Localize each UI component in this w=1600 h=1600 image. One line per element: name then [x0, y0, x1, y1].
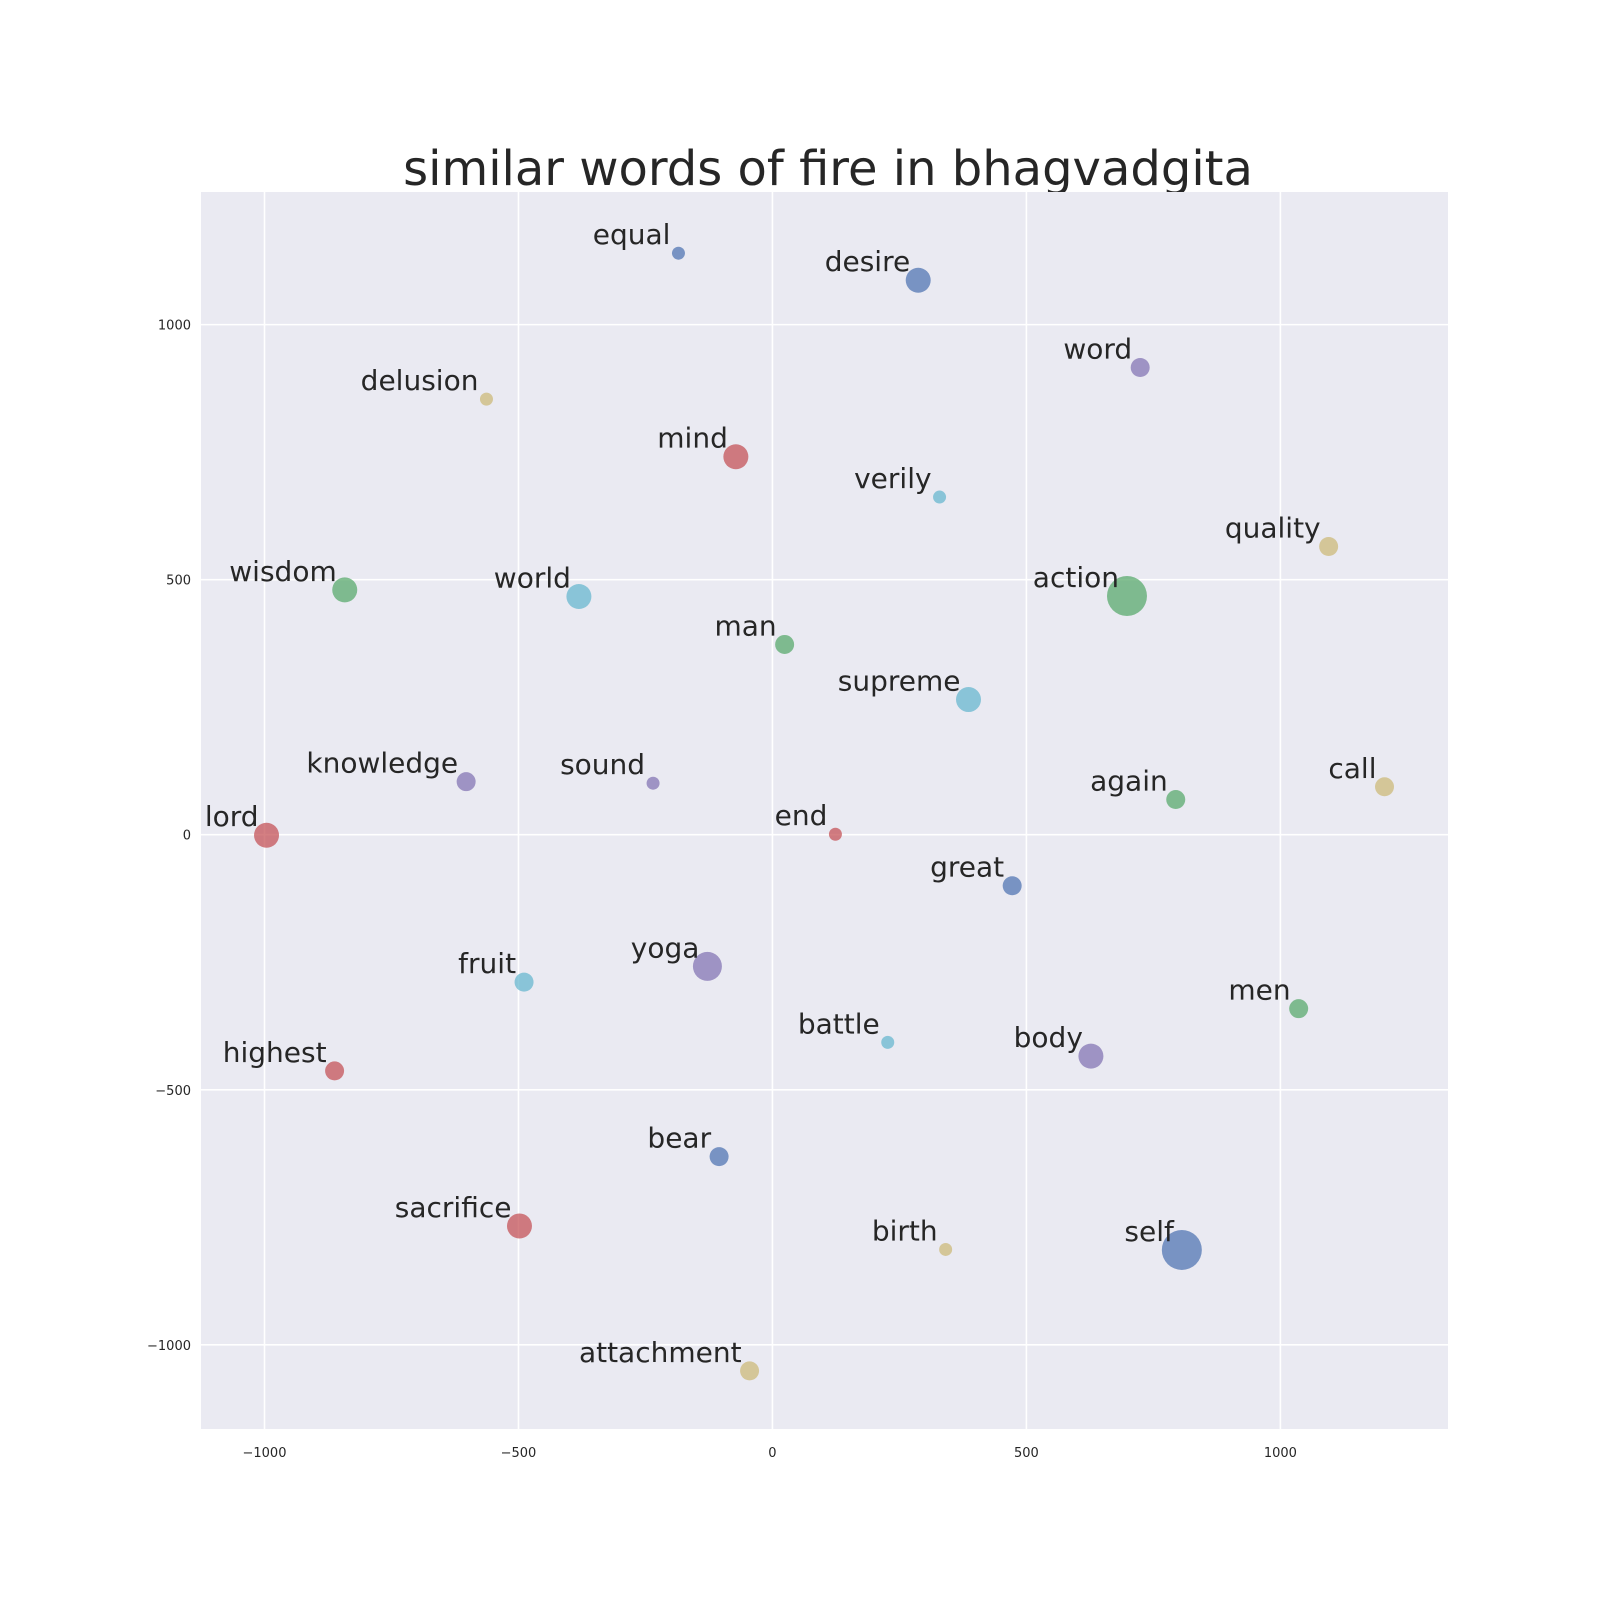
point-label-call: call: [1328, 752, 1376, 785]
x-tick-label: 1000: [1264, 1446, 1297, 1461]
point-sacrifice: [506, 1213, 532, 1239]
point-bear: [709, 1147, 729, 1167]
point-knowledge: [456, 772, 476, 792]
point-desire: [905, 267, 931, 293]
point-label-attachment: attachment: [579, 1336, 742, 1369]
point-supreme: [956, 687, 982, 713]
point-word: [1130, 357, 1150, 377]
x-tick-label: 500: [1014, 1446, 1039, 1461]
point-label-bear: bear: [647, 1122, 711, 1155]
point-label-man: man: [714, 609, 776, 642]
point-label-highest: highest: [223, 1036, 327, 1069]
x-tick-label: 0: [768, 1446, 776, 1461]
point-label-world: world: [494, 562, 571, 595]
point-highest: [325, 1061, 345, 1081]
point-label-fruit: fruit: [458, 947, 516, 980]
point-yoga: [692, 951, 722, 981]
point-lord: [254, 822, 280, 848]
point-label-yoga: yoga: [631, 931, 700, 964]
point-label-end: end: [775, 799, 828, 832]
point-label-birth: birth: [872, 1214, 938, 1247]
x-tick-label: −1000: [243, 1446, 287, 1461]
point-label-wisdom: wisdom: [229, 555, 336, 588]
point-label-mind: mind: [657, 422, 728, 455]
point-battle: [881, 1035, 895, 1049]
point-call: [1375, 777, 1395, 797]
point-label-word: word: [1063, 332, 1132, 365]
point-label-sacrifice: sacrifice: [395, 1191, 512, 1224]
point-body: [1078, 1043, 1104, 1069]
point-label-lord: lord: [205, 800, 259, 833]
point-birth: [939, 1242, 953, 1256]
chart-title: similar words of fire in bhagvadgita: [403, 141, 1253, 197]
point-quality: [1319, 537, 1339, 557]
point-world: [566, 584, 592, 610]
point-great: [1002, 876, 1022, 896]
axis-ticks: −1000 −500 0 500 1000 −1000 −500 0 500 1000: [147, 319, 1297, 1461]
point-equal: [671, 246, 685, 260]
point-men: [1289, 999, 1309, 1019]
point-wisdom: [332, 577, 358, 603]
point-delusion: [479, 392, 493, 406]
point-man: [775, 634, 795, 654]
y-tick-label: 500: [166, 574, 191, 589]
point-label-equal: equal: [593, 218, 671, 251]
point-sound: [646, 776, 660, 790]
point-attachment: [740, 1361, 760, 1381]
point-label-sound: sound: [560, 748, 645, 781]
y-tick-label: −1000: [147, 1339, 191, 1354]
plot-area: [201, 192, 1448, 1429]
point-mind: [723, 444, 749, 470]
point-label-self: self: [1124, 1215, 1175, 1248]
point-labels: equal desire word delusion mind verily quality…: [205, 218, 1377, 1369]
point-label-knowledge: knowledge: [306, 747, 458, 780]
point-label-again: again: [1090, 765, 1168, 798]
point-label-action: action: [1033, 561, 1119, 594]
point-label-battle: battle: [798, 1007, 880, 1040]
point-action: [1106, 576, 1147, 617]
point-label-supreme: supreme: [838, 665, 961, 698]
data-points: [254, 246, 1395, 1381]
point-fruit: [514, 972, 534, 992]
point-end: [828, 827, 842, 841]
y-tick-label: 1000: [158, 319, 191, 334]
point-label-men: men: [1228, 974, 1290, 1007]
point-again: [1166, 790, 1186, 810]
point-label-great: great: [930, 851, 1004, 884]
y-tick-label: −500: [155, 1084, 191, 1099]
point-label-quality: quality: [1225, 512, 1321, 545]
grid-lines: [201, 192, 1448, 1429]
y-tick-label: 0: [183, 829, 191, 844]
x-tick-label: −500: [501, 1446, 537, 1461]
point-label-verily: verily: [854, 462, 931, 495]
point-label-body: body: [1014, 1021, 1083, 1054]
point-verily: [933, 490, 947, 504]
point-label-desire: desire: [825, 245, 911, 278]
point-label-delusion: delusion: [361, 364, 479, 397]
point-self: [1161, 1229, 1202, 1270]
